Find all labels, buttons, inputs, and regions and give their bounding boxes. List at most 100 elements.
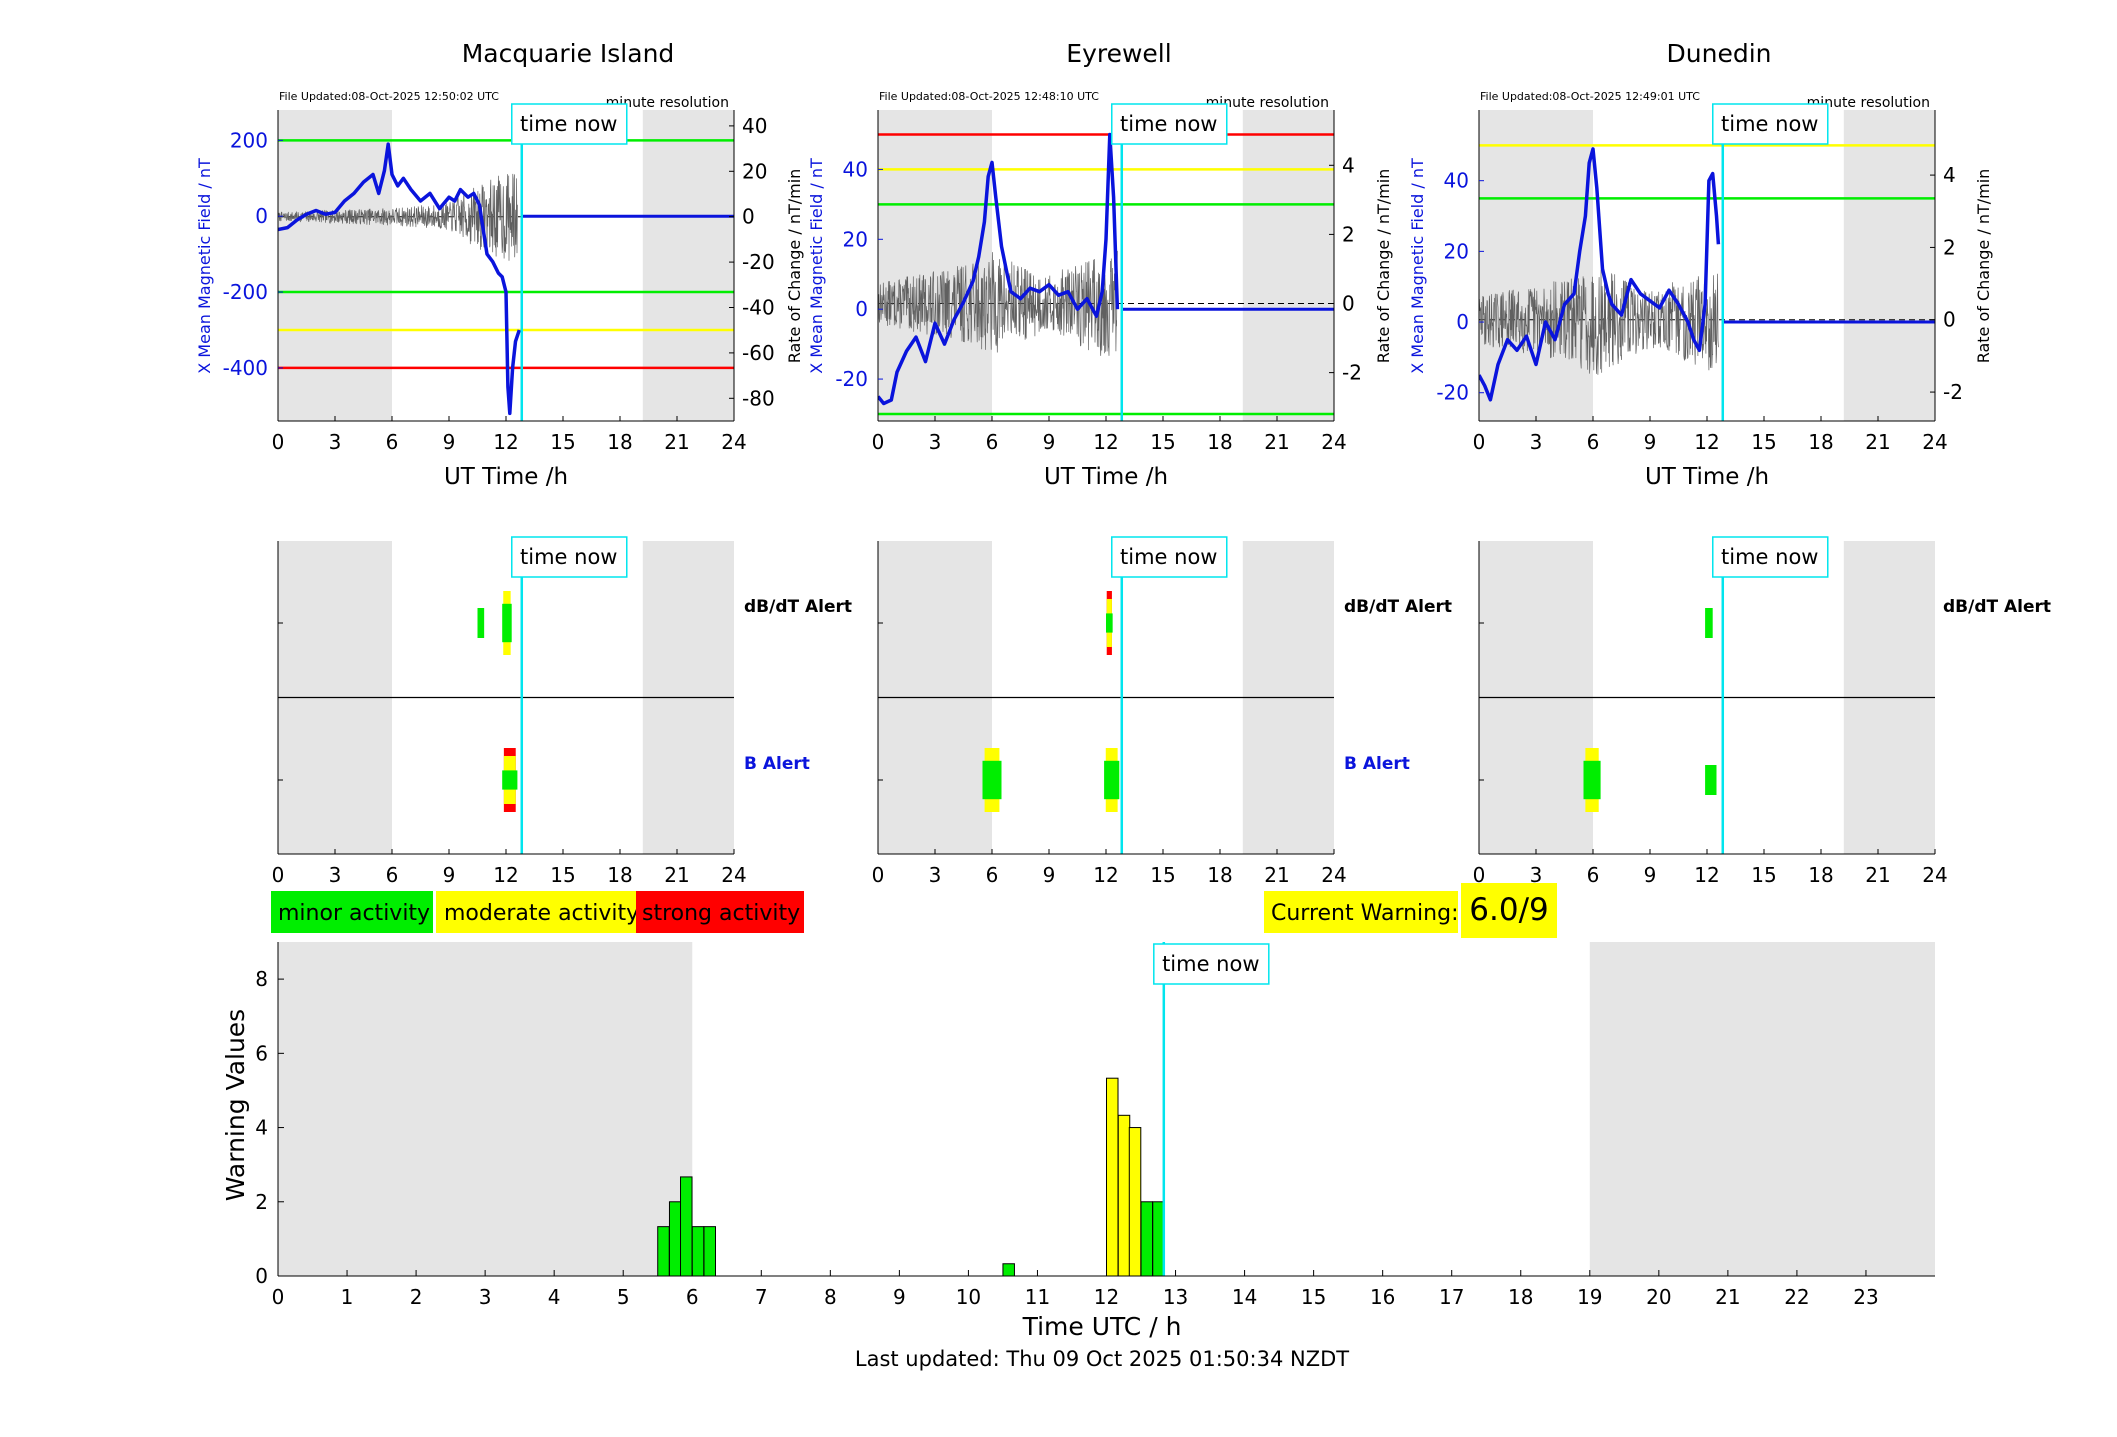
y-left-tick-label: -400 (223, 356, 268, 380)
warning-bar (1152, 1201, 1165, 1277)
left-axis-label: X Mean Magnetic Field / nT (1408, 158, 1427, 374)
plot-area (278, 110, 734, 421)
x-tick-label: 21 (1865, 430, 1890, 454)
warning-bar (1117, 1114, 1131, 1277)
x-tick-label: 15 (1301, 1285, 1326, 1309)
activity-legend: minor activity moderate activity strong … (271, 891, 804, 933)
night-shade (642, 110, 734, 421)
y-left-tick-label: 20 (843, 227, 868, 251)
alert-bar-green (1104, 760, 1120, 800)
plot-area (878, 110, 1334, 421)
x-tick-label: 15 (550, 863, 575, 887)
x-tick-label: 18 (607, 863, 632, 887)
y-left-tick-label: 0 (255, 204, 268, 228)
x-tick-label: 12 (1093, 863, 1118, 887)
warning-bar (1128, 1127, 1142, 1277)
x-tick-label: 18 (1207, 430, 1232, 454)
y-left-tick-label: 40 (1444, 169, 1469, 193)
x-tick-label: 3 (1530, 430, 1543, 454)
y-left-tick-label: 20 (1444, 239, 1469, 263)
y-tick-label: 0 (255, 1264, 268, 1288)
x-tick-label: 9 (1644, 863, 1657, 887)
x-tick-label: 21 (1865, 863, 1890, 887)
panel-title: Eyrewell (1066, 39, 1171, 68)
x-axis-label: UT Time /h (444, 464, 568, 490)
x-tick-label: 3 (329, 430, 342, 454)
x-tick-label: 2 (410, 1285, 423, 1309)
x-tick-label: 9 (443, 863, 456, 887)
rate-of-change-line (1479, 269, 1719, 375)
x-tick-label: 12 (1094, 1285, 1119, 1309)
alert-panel-dunedin: time now 0 3 6 9 12 15 18 21 24 dB/dT Alert (1473, 536, 2051, 887)
x-tick-label: 15 (1150, 430, 1175, 454)
y-left-tick-label: -20 (835, 367, 868, 391)
x-tick-label: 6 (986, 430, 999, 454)
night-shade (278, 942, 693, 1276)
x-tick-label: 21 (1715, 1285, 1740, 1309)
current-warning-label: Current Warning: (1271, 901, 1458, 926)
x-tick-label: 18 (607, 430, 632, 454)
y-tick-label: 2 (255, 1190, 268, 1214)
y-right-tick-label: -40 (742, 295, 775, 319)
x-tick-label: 15 (550, 430, 575, 454)
y-right-tick-label: 2 (1943, 235, 1956, 259)
dbdt-alert-label: dB/dT Alert (1344, 597, 1452, 617)
warning-values-chart: Warning Values Time UTC / h time now 0 2 4 6… (221, 942, 1935, 1341)
y-right-tick-label: -60 (742, 341, 775, 365)
b-alert-label: B Alert (1344, 754, 1410, 774)
warning-bar (1002, 1263, 1015, 1277)
panel-title: Macquarie Island (462, 39, 675, 68)
plot-area (1479, 110, 1935, 421)
x-axis-label: UT Time /h (1044, 464, 1168, 490)
right-axis-label: Rate of Change / nT/min (785, 169, 804, 364)
y-right-tick-label: 4 (1342, 153, 1355, 177)
x-tick-label: 9 (1043, 430, 1056, 454)
x-tick-label: 13 (1163, 1285, 1188, 1309)
x-tick-label: 9 (893, 1285, 906, 1309)
x-tick-label: 3 (929, 863, 942, 887)
time-now-box (1111, 536, 1228, 578)
warning-bar (1106, 1077, 1119, 1277)
warning-bar (668, 1201, 682, 1277)
y-tick-label: 6 (255, 1041, 268, 1065)
x-tick-label: 6 (986, 863, 999, 887)
x-tick-label: 12 (1093, 430, 1118, 454)
magnetic-field-line (278, 142, 521, 416)
y-left-tick-label: 0 (855, 297, 868, 321)
legend-minor-label: minor activity (278, 901, 430, 926)
time-now-box (511, 536, 628, 578)
current-warning-value: 6.0/9 (1469, 892, 1548, 928)
y-right-tick-label: 2 (1342, 222, 1355, 246)
y-right-tick-label: 20 (742, 159, 767, 183)
magnetic-field-line (1479, 147, 1721, 402)
x-tick-label: 3 (1530, 863, 1543, 887)
alert-bar-green (1705, 765, 1717, 795)
panel-title: Dunedin (1667, 39, 1772, 68)
file-updated-label: File Updated:08-Oct-2025 12:48:10 UTC (879, 90, 1099, 103)
alert-bar-green (502, 770, 518, 790)
resolution-label: minute resolution (1206, 95, 1329, 111)
warning-bar (703, 1226, 716, 1277)
time-now-box (1111, 103, 1228, 145)
warning-bar (1140, 1201, 1154, 1277)
x-tick-label: 16 (1370, 1285, 1395, 1309)
current-warning-value-box (1461, 883, 1557, 938)
night-shade (1242, 110, 1334, 421)
warning-bar (657, 1226, 670, 1277)
alert-bar-green (1705, 608, 1713, 638)
current-warning-label-box (1264, 891, 1458, 933)
x-tick-label: 11 (1025, 1285, 1050, 1309)
alert-bar-green (502, 603, 512, 643)
file-updated-label: File Updated:08-Oct-2025 12:50:02 UTC (279, 90, 499, 103)
x-tick-label: 17 (1439, 1285, 1464, 1309)
dbdt-alert-label: dB/dT Alert (744, 597, 852, 617)
x-tick-label: 12 (493, 430, 518, 454)
legend-minor-swatch (271, 891, 433, 933)
x-tick-label: 19 (1577, 1285, 1602, 1309)
left-axis-label: X Mean Magnetic Field / nT (807, 158, 826, 374)
y-left-tick-label: 40 (843, 157, 868, 181)
time-now-label: time now (1120, 545, 1217, 569)
x-tick-label: 3 (479, 1285, 492, 1309)
y-left-tick-label: -20 (1436, 381, 1469, 405)
time-now-label: time now (1162, 952, 1259, 976)
